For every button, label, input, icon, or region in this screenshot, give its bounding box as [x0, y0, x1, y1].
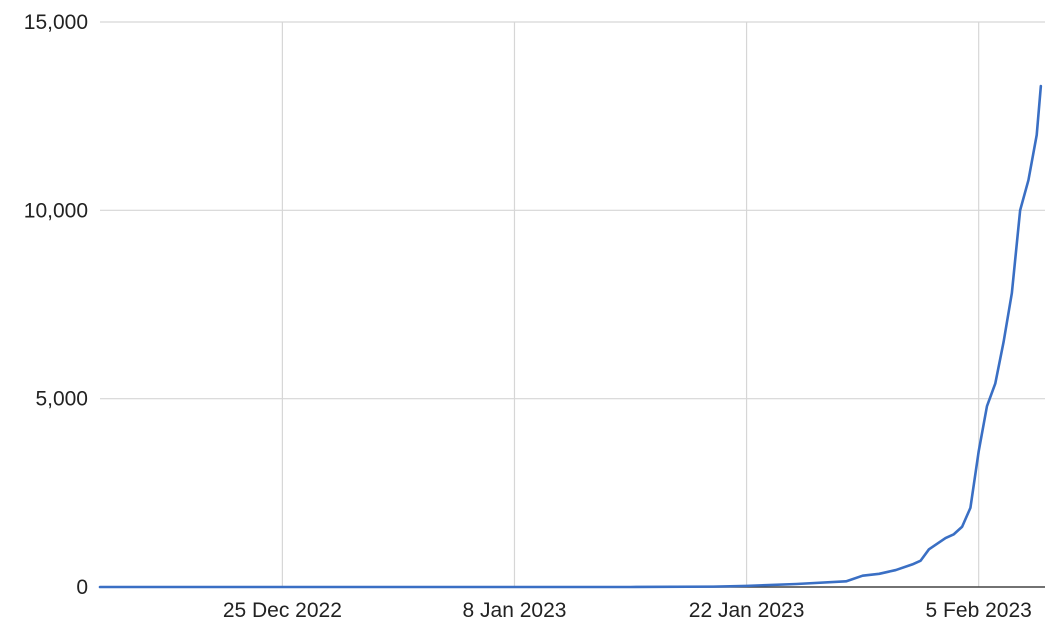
x-tick-label: 22 Jan 2023 [689, 599, 805, 622]
x-tick-label: 25 Dec 2022 [223, 599, 342, 622]
x-tick-label: 5 Feb 2023 [926, 599, 1032, 622]
grid-lines [100, 21, 1045, 587]
y-tick-label: 10,000 [24, 199, 88, 222]
y-tick-label: 15,000 [24, 11, 88, 34]
y-tick-label: 5,000 [35, 388, 88, 411]
x-tick-labels: 25 Dec 2022 8 Jan 2023 22 Jan 2023 5 Feb 20… [223, 599, 1032, 622]
y-tick-labels: 0 5,000 10,000 15,000 [24, 11, 88, 599]
y-tick-label: 0 [76, 576, 88, 599]
x-tick-label: 8 Jan 2023 [463, 599, 567, 622]
series-layer [98, 84, 1043, 589]
series-line-0 [98, 84, 1043, 589]
